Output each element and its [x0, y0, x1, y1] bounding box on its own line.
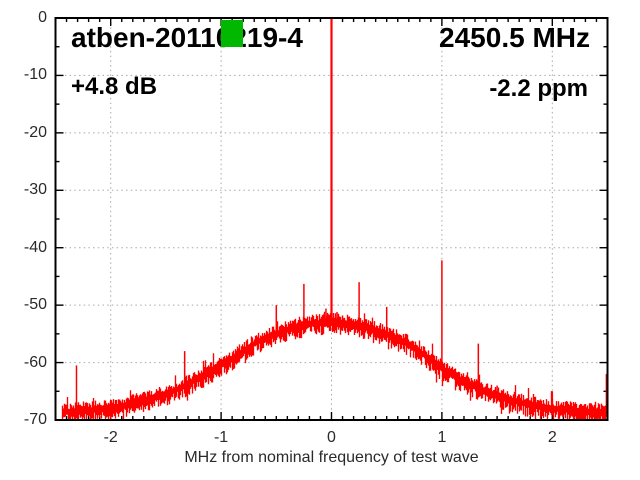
level-db-label: +4.8 dB: [71, 73, 158, 100]
chart-title: atben-20110219-4: [71, 22, 303, 53]
y-tick-label: -60: [23, 353, 47, 371]
y-tick-label: 0: [38, 9, 47, 26]
green-square-marker: [221, 20, 243, 47]
x-axis-title: MHz from nominal frequency of test wave: [184, 449, 479, 466]
x-tick-label: -2: [103, 429, 118, 446]
x-tick-label: 1: [437, 429, 447, 446]
frequency-offset-ppm-label: -2.2 ppm: [489, 75, 588, 102]
x-tick-label: 2: [547, 429, 557, 446]
y-tick-label: -20: [23, 123, 47, 141]
y-tick-label: -30: [23, 181, 47, 199]
y-tick-label: -40: [23, 238, 47, 256]
x-tick-label: -1: [213, 429, 229, 446]
y-tick-label: -70: [23, 411, 47, 428]
y-tick-label: -50: [23, 296, 47, 314]
x-tick-label: 0: [327, 429, 336, 446]
y-tick-label: -10: [23, 66, 47, 84]
center-frequency-label: 2450.5 MHz: [439, 22, 590, 53]
